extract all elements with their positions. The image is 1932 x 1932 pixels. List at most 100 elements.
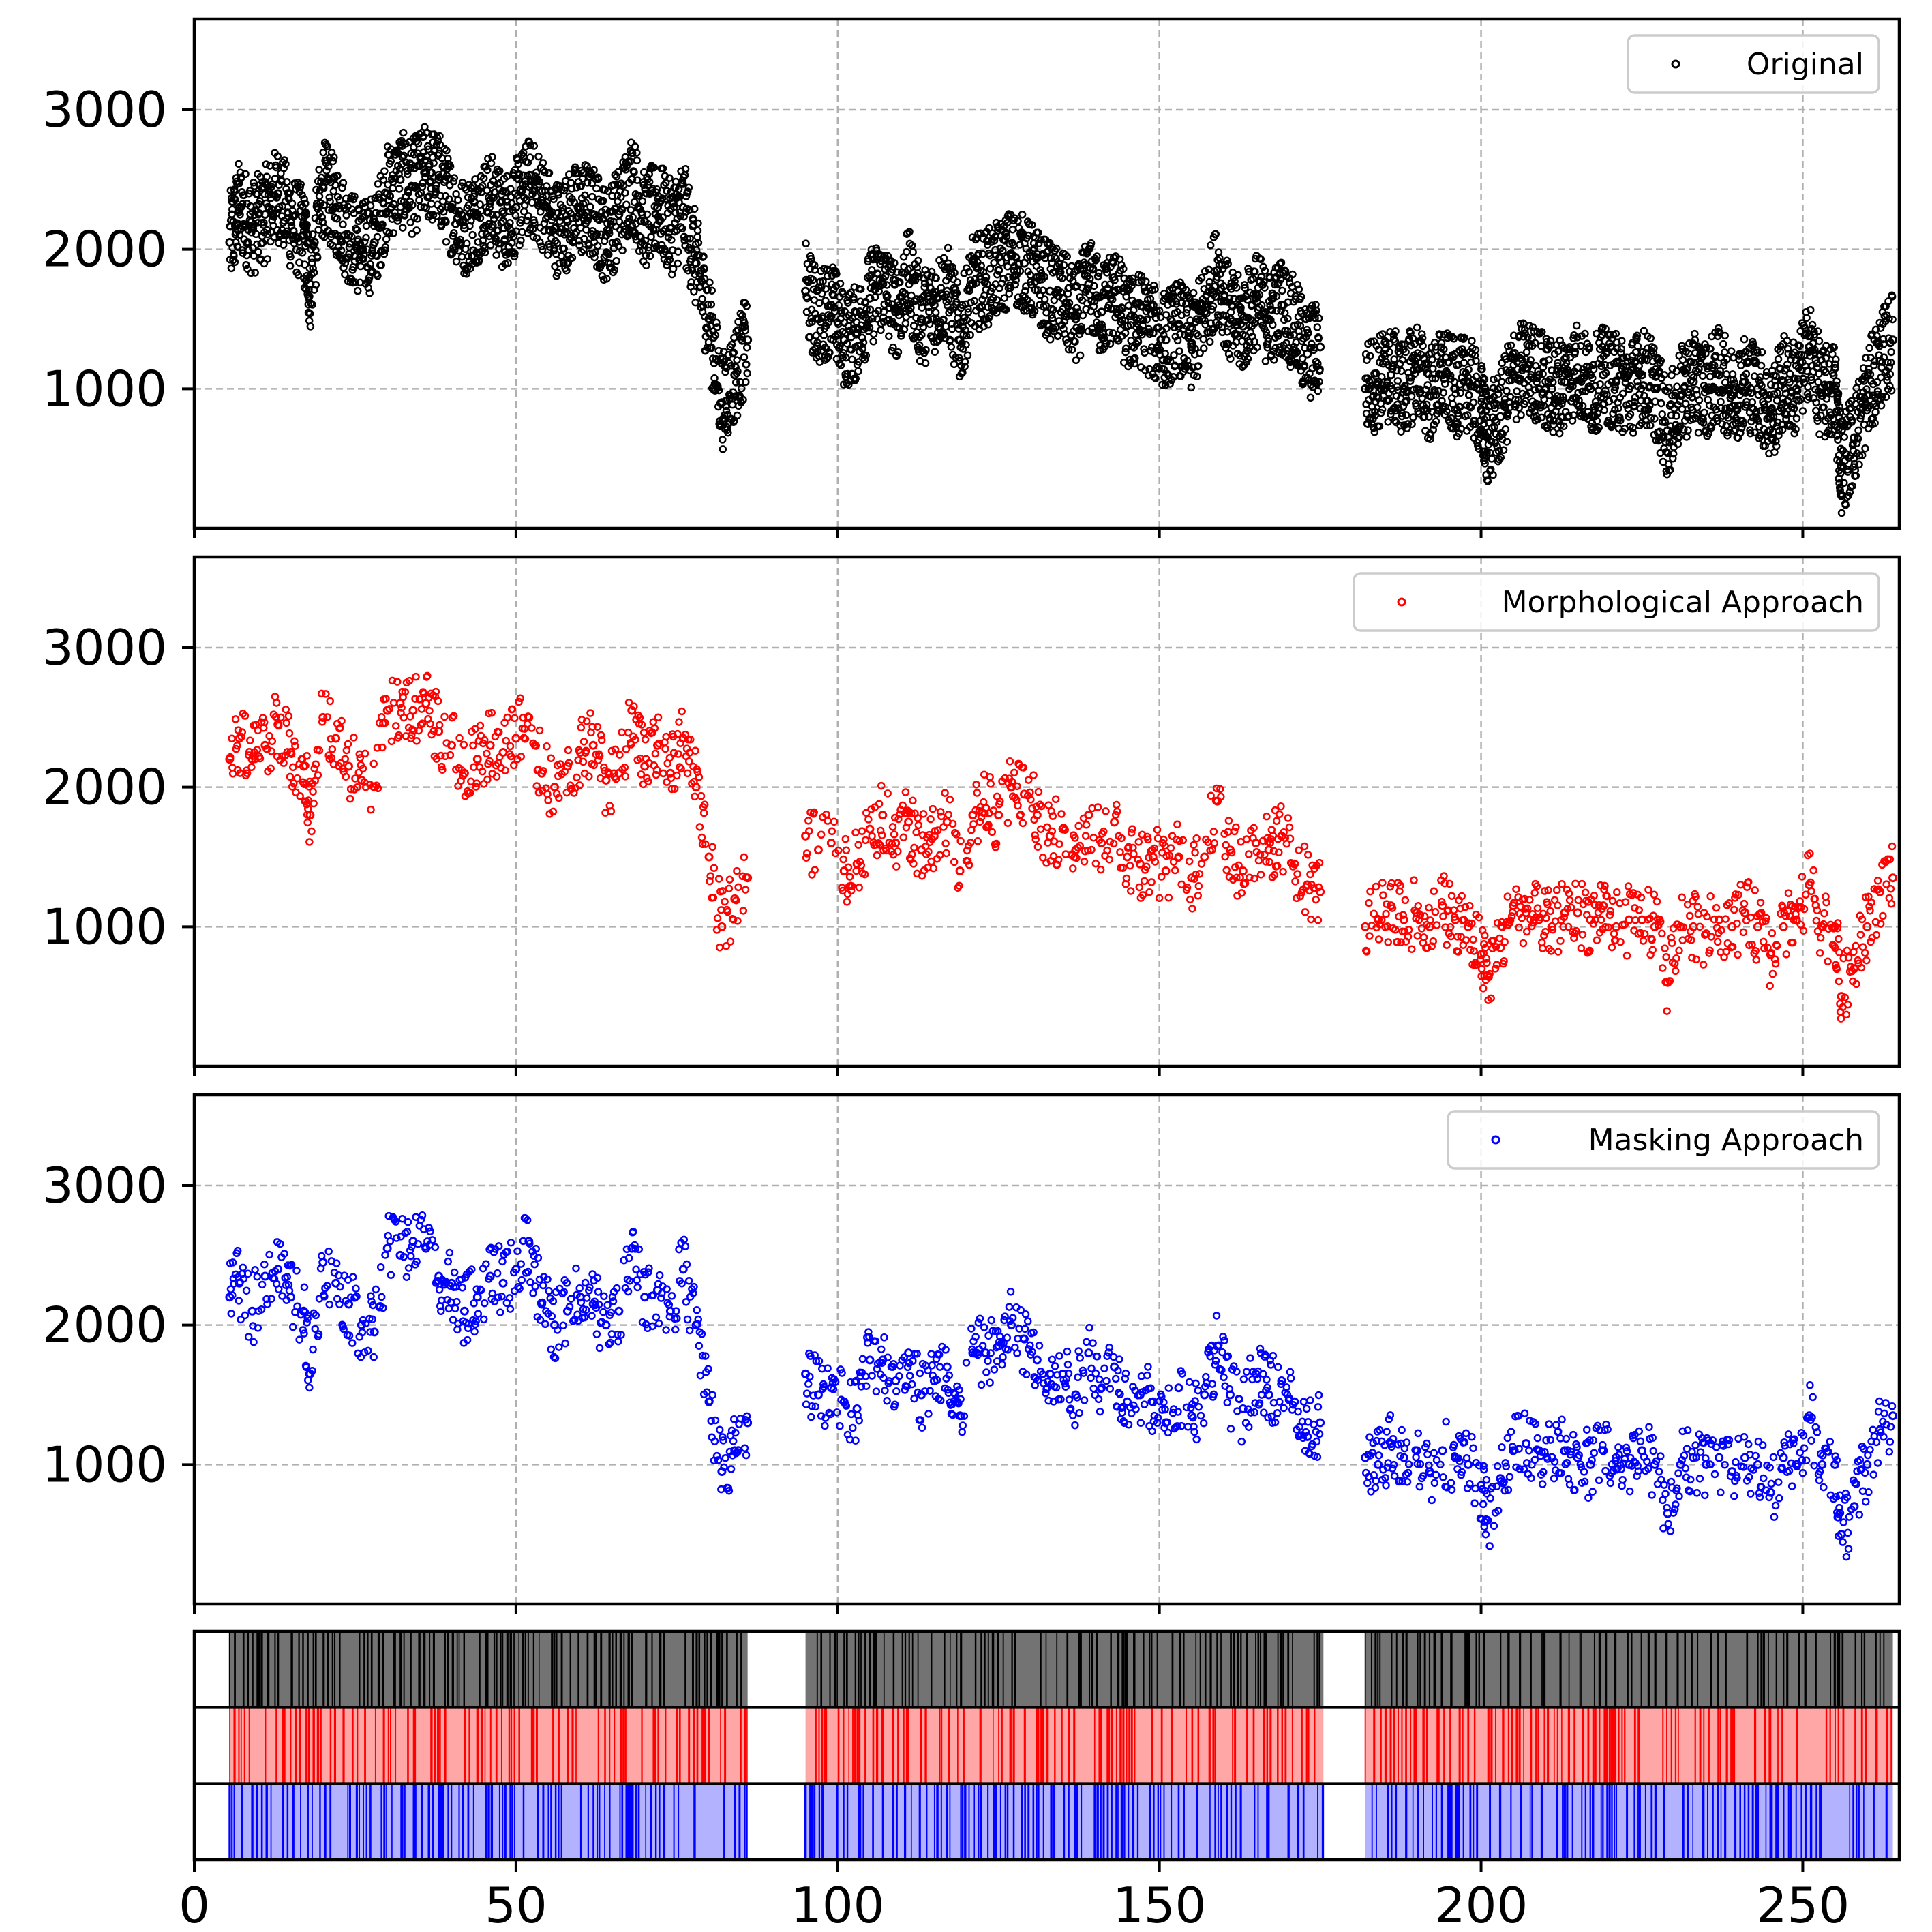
data-point (990, 258, 998, 267)
data-point (866, 305, 875, 314)
data-point (963, 351, 972, 359)
data-point (534, 152, 543, 161)
data-point (1808, 320, 1817, 329)
data-point (308, 230, 317, 239)
data-point (720, 357, 728, 366)
data-point (1700, 408, 1708, 417)
data-point (362, 233, 370, 242)
data-point (1572, 321, 1581, 330)
data-point (801, 286, 811, 296)
data-point (1678, 356, 1687, 364)
data-point (1657, 399, 1665, 408)
data-point (432, 141, 441, 149)
data-point (631, 228, 639, 237)
data-point (1413, 323, 1421, 332)
data-point (389, 184, 397, 192)
data-point (1161, 335, 1171, 345)
data-point (247, 763, 256, 772)
data-point (352, 224, 360, 233)
data-point (1721, 348, 1729, 357)
data-point (951, 285, 960, 294)
data-point (1737, 361, 1745, 369)
data-point (821, 343, 830, 352)
data-point (614, 168, 622, 177)
data-point (860, 355, 869, 364)
data-point (301, 260, 309, 269)
y-tick-label: 3000 (42, 81, 167, 138)
data-point (694, 219, 702, 228)
data-point (429, 211, 438, 220)
data-point (390, 200, 398, 209)
data-point (961, 362, 969, 371)
data-point (339, 179, 348, 187)
data-point (927, 267, 936, 276)
data-point (572, 228, 581, 237)
data-point (815, 299, 824, 307)
data-point (1882, 393, 1890, 402)
data-point (665, 252, 674, 260)
data-point (1206, 241, 1215, 250)
data-point (406, 218, 414, 226)
data-point (811, 261, 819, 269)
data-point (514, 160, 522, 168)
data-point (1021, 287, 1029, 295)
data-point (739, 395, 747, 404)
data-point (819, 331, 828, 339)
data-point (738, 312, 746, 320)
data-point (1040, 295, 1049, 303)
data-point (236, 211, 244, 219)
data-point (742, 378, 750, 387)
data-point (721, 367, 729, 376)
data-point (1034, 228, 1042, 237)
data-point (1861, 444, 1869, 453)
data-point (406, 159, 414, 167)
data-point (504, 258, 512, 267)
data-point (339, 220, 347, 228)
data-point (918, 347, 926, 355)
data-point (522, 216, 531, 225)
data-point (613, 237, 621, 246)
data-point (382, 235, 391, 243)
legend-label: Original (1747, 47, 1864, 82)
data-point (645, 178, 654, 186)
data-point (411, 181, 419, 190)
data-point (554, 269, 562, 277)
data-point (727, 340, 736, 349)
data-point (1142, 277, 1150, 286)
data-point (638, 211, 646, 219)
data-point (843, 369, 852, 378)
data-point (537, 208, 545, 216)
data-point (452, 190, 460, 198)
data-point (1316, 342, 1325, 352)
data-point (351, 278, 359, 286)
data-point (354, 206, 363, 215)
data-point (309, 264, 317, 273)
data-point (322, 140, 330, 149)
data-point (432, 185, 440, 193)
data-point (676, 223, 685, 231)
y-tick-label: 2000 (42, 221, 167, 278)
data-point (537, 242, 545, 251)
data-point (647, 232, 655, 241)
data-point (905, 228, 914, 236)
data-point (555, 259, 564, 268)
data-point (816, 327, 825, 335)
data-point (1832, 377, 1841, 385)
data-point (450, 229, 458, 237)
data-point (724, 428, 732, 437)
data-point (849, 295, 858, 304)
data-point (627, 175, 637, 184)
data-point (254, 247, 262, 256)
data-point (462, 239, 471, 247)
data-point (843, 339, 851, 348)
data-point (990, 237, 999, 245)
data-point (676, 212, 684, 220)
data-point (883, 281, 891, 289)
data-point (338, 183, 346, 192)
data-point (481, 248, 489, 257)
data-point (894, 311, 903, 320)
data-point (479, 174, 488, 183)
data-point (665, 256, 674, 264)
data-point (1014, 217, 1022, 225)
data-point (536, 238, 544, 246)
